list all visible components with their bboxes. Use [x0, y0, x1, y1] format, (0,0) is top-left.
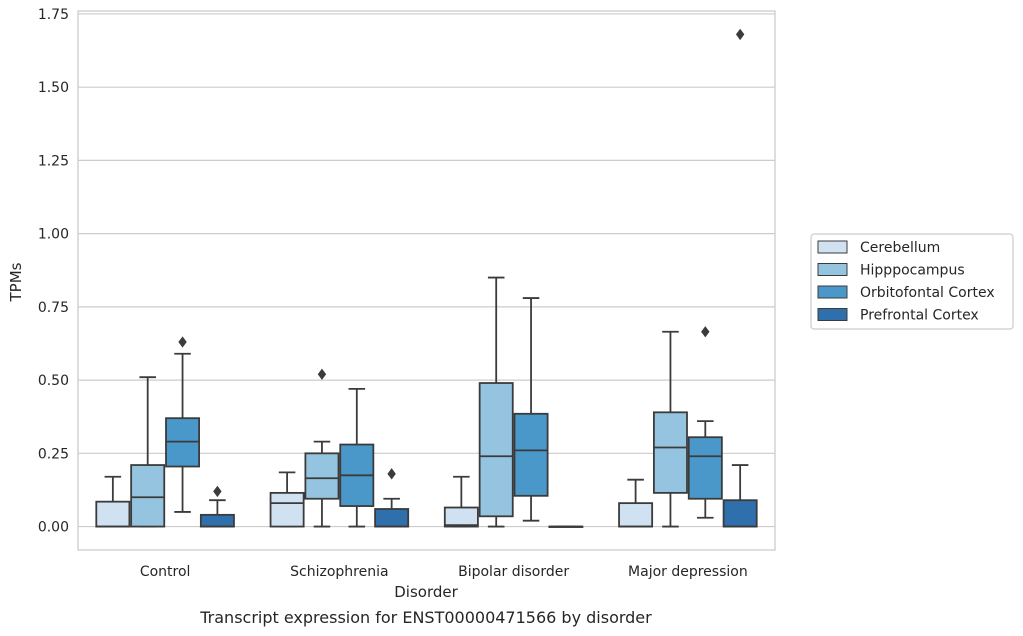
- box-body: [304, 452, 340, 500]
- legend: Cerebellum Hipppocampus Orbitofontal Corte…: [810, 233, 1014, 330]
- box-cerebellum: [95, 475, 131, 528]
- legend-swatch: [817, 308, 848, 321]
- outlier-point: [213, 485, 222, 498]
- box-body: [199, 513, 235, 528]
- box-orbitofontal-cortex: [339, 387, 375, 528]
- box-orbitofontal-cortex: [165, 336, 201, 513]
- outlier-point: [735, 28, 745, 41]
- outlier-point: [387, 468, 396, 480]
- box-body: [443, 506, 479, 528]
- box-body: [513, 412, 549, 497]
- y-axis-label: TPMs: [7, 262, 25, 302]
- legend-label: Prefrontal Cortex: [860, 308, 979, 324]
- legend-label: Hipppocampus: [860, 263, 965, 279]
- legend-swatch: [817, 263, 848, 276]
- y-tick-label: 1.25: [38, 153, 69, 169]
- box-body: [478, 382, 514, 518]
- y-tick-labels: 0.00 0.25 0.50 0.75 1.00 1.25 1.50 1.75: [38, 7, 69, 536]
- box-body: [687, 436, 723, 500]
- box-body: [269, 491, 305, 528]
- box-body: [618, 502, 654, 528]
- box-body: [130, 464, 166, 528]
- box-orbitofontal-cortex: [513, 297, 549, 522]
- box-hipppocampus: [130, 376, 166, 528]
- outlier-point: [701, 326, 710, 338]
- y-tick-label: 1.75: [38, 7, 69, 23]
- box-prefrontal-cortex: [199, 485, 235, 528]
- x-category-label: Schizophrenia: [290, 564, 388, 580]
- outlier-point: [317, 368, 327, 380]
- y-tick-label: 1.00: [38, 227, 69, 243]
- box-body: [95, 500, 131, 528]
- box-hipppocampus: [652, 330, 688, 528]
- x-category-label: Control: [140, 564, 191, 580]
- box-cerebellum: [618, 478, 654, 528]
- legend-frame: [810, 233, 1014, 330]
- x-category-label: Bipolar disorder: [458, 564, 569, 580]
- x-axis-label: Disorder: [394, 583, 458, 601]
- y-tick-label: 1.50: [38, 80, 69, 96]
- plot-frame: [77, 10, 776, 551]
- box-prefrontal-cortex: [374, 468, 410, 528]
- y-tick-label: 0.75: [38, 300, 69, 316]
- box-cerebellum: [443, 475, 479, 528]
- y-tick-label: 0.50: [38, 373, 69, 389]
- x-category-labels: Control Schizophrenia Bipolar disorder Majo…: [140, 564, 748, 580]
- legend-label: Orbitofontal Cortex: [860, 285, 995, 301]
- legend-swatch: [817, 285, 848, 299]
- box-hipppocampus: [304, 368, 340, 528]
- box-body: [374, 508, 410, 528]
- box-body: [652, 411, 688, 494]
- box-plots: [95, 28, 758, 528]
- y-tick-label: 0.25: [38, 446, 69, 462]
- box-cerebellum: [269, 471, 305, 528]
- box-body: [722, 499, 758, 528]
- box-prefrontal-cortex: [548, 525, 584, 528]
- box-hipppocampus: [478, 276, 514, 528]
- legend-swatch: [817, 240, 848, 254]
- box-orbitofontal-cortex: [687, 326, 723, 519]
- x-category-label: Major depression: [628, 564, 748, 580]
- legend-label: Cerebellum: [860, 240, 940, 256]
- chart-caption: Transcript expression for ENST0000047156…: [199, 608, 652, 627]
- y-tick-label: 0.00: [38, 520, 69, 536]
- box-prefrontal-cortex: [722, 28, 758, 528]
- outlier-point: [178, 336, 187, 348]
